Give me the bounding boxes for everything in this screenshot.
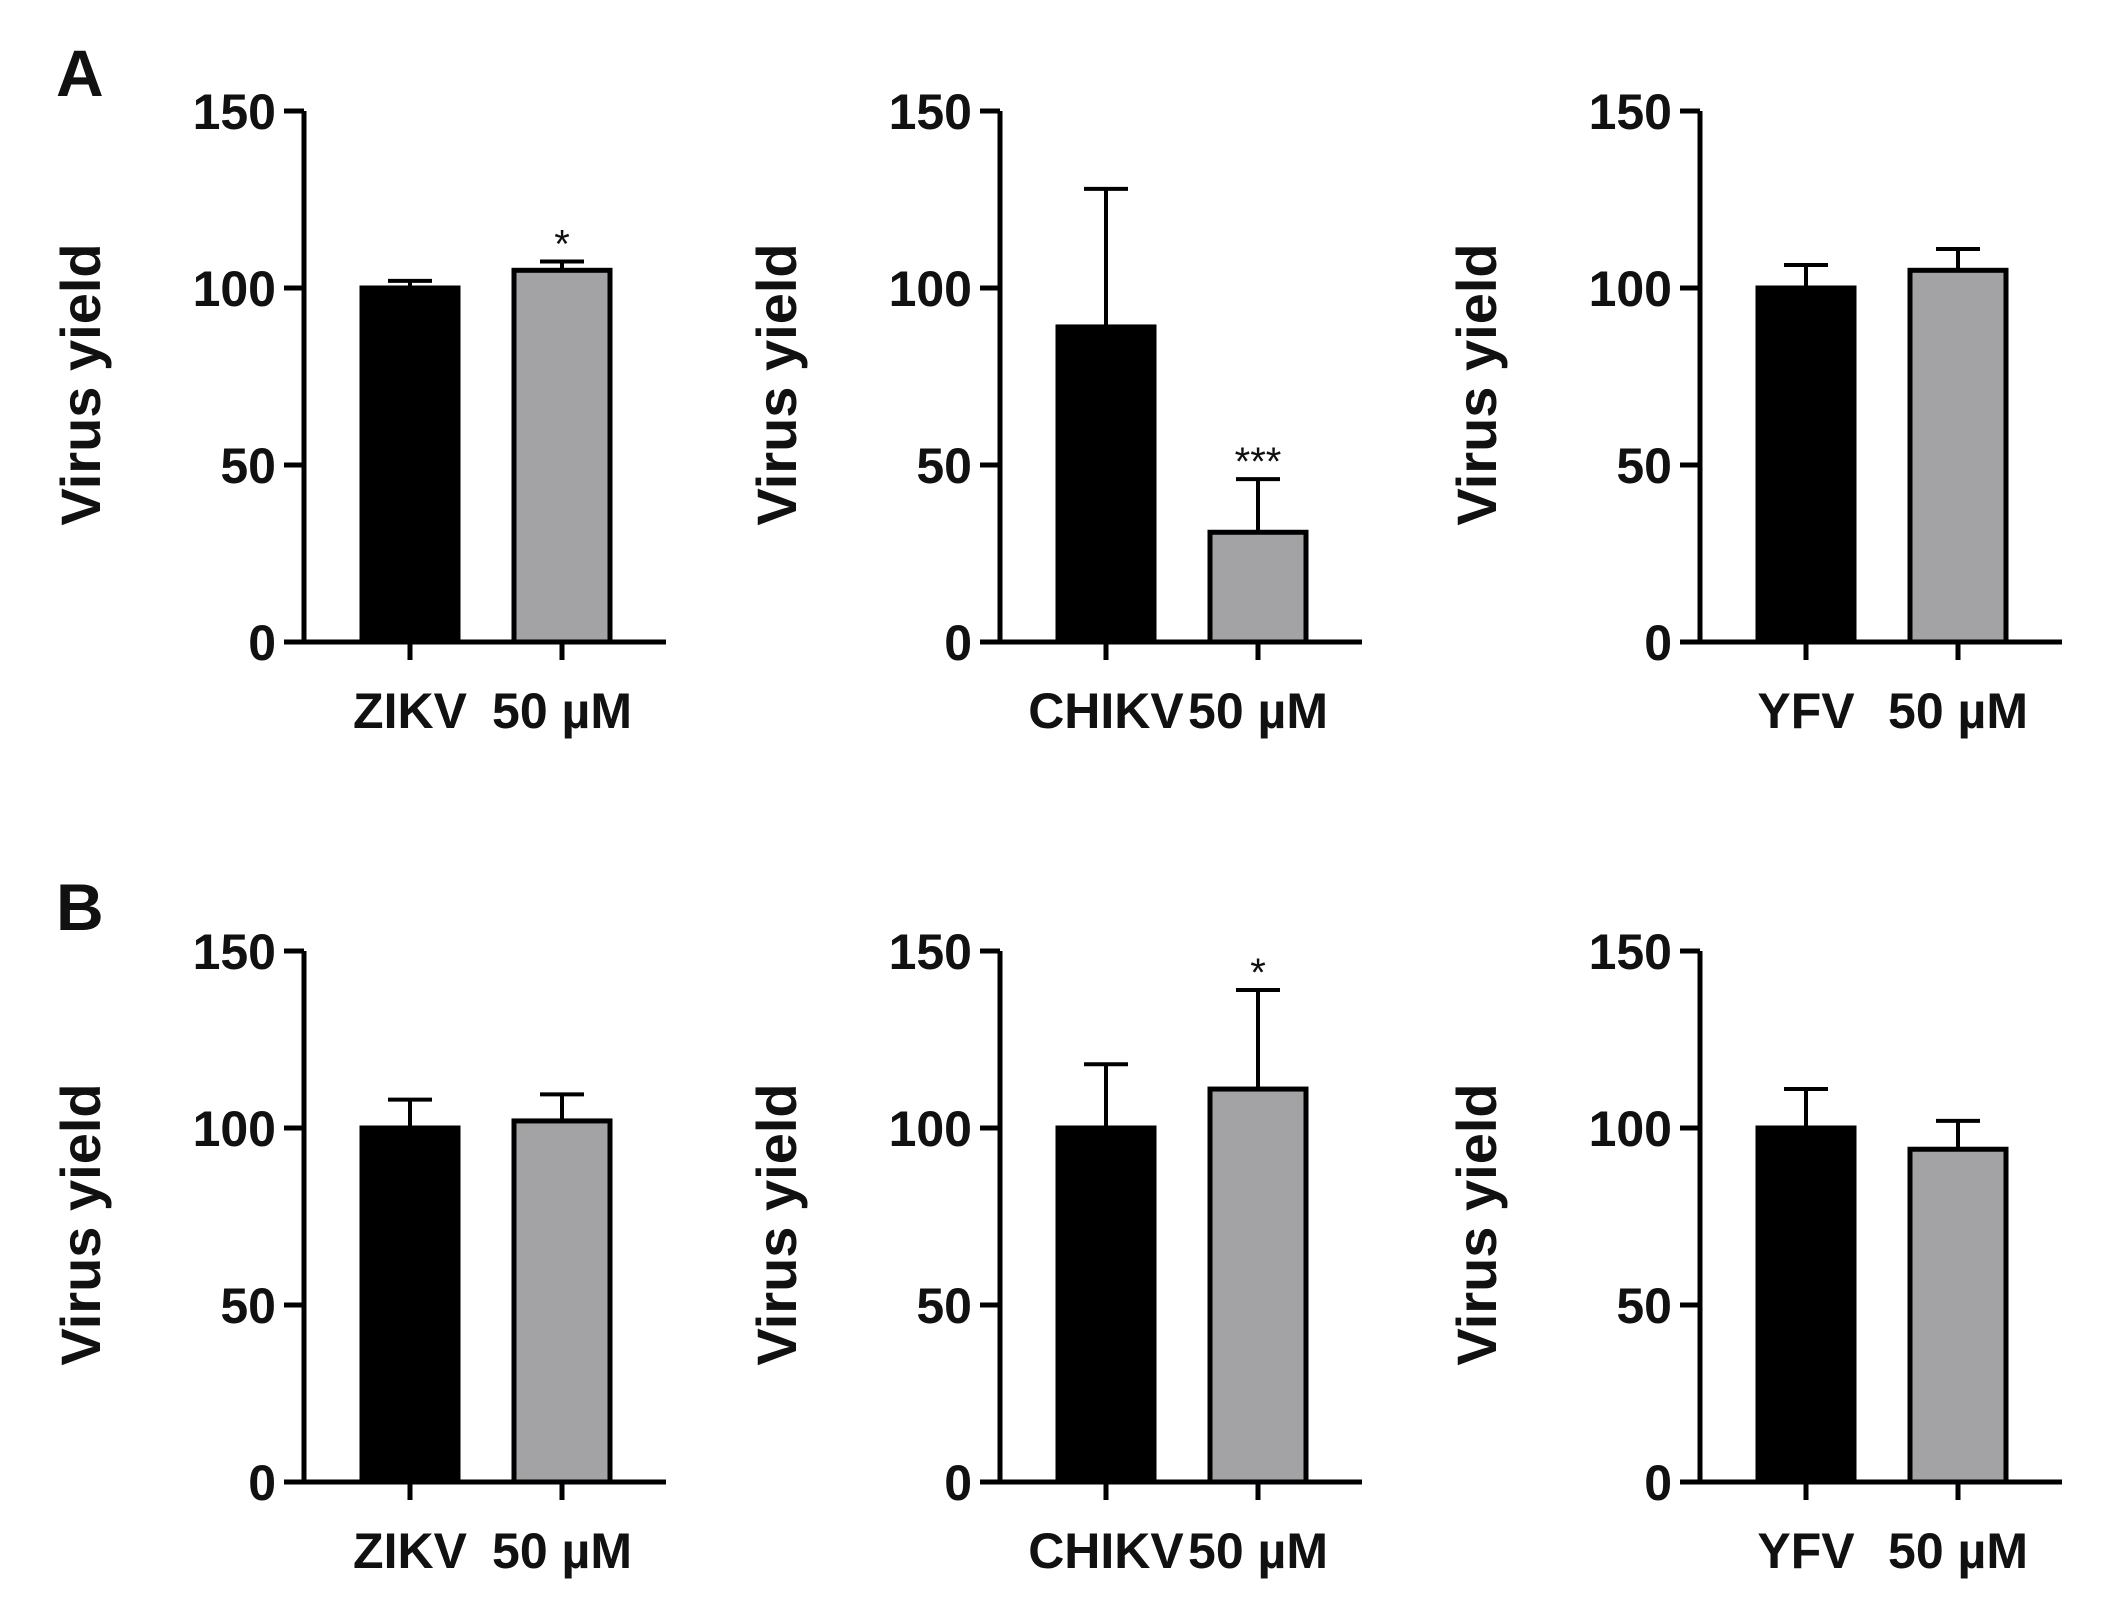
y-tick-label: 100: [1589, 1101, 1672, 1157]
y-axis-title: Virus yield: [1445, 1083, 1508, 1365]
category-label: ZIKV: [353, 1523, 468, 1579]
bar-treated: [1907, 1146, 2009, 1485]
y-tick-label: 0: [944, 615, 972, 671]
y-tick-label: 50: [916, 1278, 972, 1334]
y-tick-label: 100: [193, 1101, 276, 1157]
y-axis-title: Virus yield: [49, 243, 112, 525]
category-label: 50 µM: [492, 683, 632, 739]
category-label: 50 µM: [1888, 683, 2028, 739]
y-tick-label: 100: [889, 261, 972, 317]
bar-treated: [1907, 267, 2009, 645]
y-tick-label: 100: [889, 1101, 972, 1157]
y-tick-label: 0: [248, 615, 276, 671]
category-label: 50 µM: [1188, 683, 1328, 739]
category-label: CHIKV: [1028, 683, 1184, 739]
bar-control: [359, 285, 461, 645]
category-label: 50 µM: [492, 1523, 632, 1579]
bar-chart-zikv-a: Virus yield ZIKV * 50 µM 0 50 100 150: [49, 84, 666, 739]
y-axis-title: Virus yield: [49, 1083, 112, 1365]
y-tick-label: 150: [889, 84, 972, 140]
bar-control: [1055, 1125, 1157, 1485]
category-label: YFV: [1757, 1523, 1855, 1579]
y-tick-label: 50: [220, 438, 276, 494]
bar-control: [359, 1125, 461, 1485]
y-tick-label: 150: [1589, 84, 1672, 140]
bar-treated: [1207, 529, 1309, 645]
bar-chart-yfv-a: Virus yield YFV 50 µM 0 50 100 150: [1445, 84, 2062, 739]
bar-control: [1755, 285, 1857, 645]
bar-control: [1755, 1125, 1857, 1485]
category-label: 50 µM: [1888, 1523, 2028, 1579]
bar-treated: [511, 1118, 613, 1485]
bar-control: [1055, 324, 1157, 645]
y-tick-label: 0: [248, 1455, 276, 1511]
y-tick-label: 100: [193, 261, 276, 317]
y-tick-label: 50: [1616, 1278, 1672, 1334]
category-label: 50 µM: [1188, 1523, 1328, 1579]
category-label: YFV: [1757, 683, 1855, 739]
significance-marker: *: [1250, 951, 1266, 995]
y-tick-label: 150: [193, 84, 276, 140]
significance-marker: *: [554, 222, 570, 266]
y-tick-label: 150: [193, 924, 276, 980]
bar-chart-chikv-a: Virus yield CHIKV *** 50 µM 0 50 100 150: [745, 84, 1362, 739]
category-label: ZIKV: [353, 683, 468, 739]
y-axis-title: Virus yield: [1445, 243, 1508, 525]
y-axis-title: Virus yield: [745, 1083, 808, 1365]
bar-treated: [1207, 1086, 1309, 1485]
y-tick-label: 150: [889, 924, 972, 980]
significance-marker: ***: [1235, 440, 1282, 484]
y-axis-title: Virus yield: [745, 243, 808, 525]
bar-chart-yfv-b: Virus yield YFV 50 µM 0 50 100 150: [1445, 924, 2062, 1579]
bar-chart-chikv-b: Virus yield CHIKV * 50 µM 0 50 100 150: [745, 924, 1362, 1579]
bar-treated: [511, 267, 613, 645]
y-tick-label: 100: [1589, 261, 1672, 317]
y-tick-label: 50: [1616, 438, 1672, 494]
y-tick-label: 0: [1644, 615, 1672, 671]
y-tick-label: 50: [220, 1278, 276, 1334]
y-tick-label: 150: [1589, 924, 1672, 980]
panel-label-b: B: [56, 870, 104, 944]
bar-chart-zikv-b: Virus yield ZIKV 50 µM 0 50 100 150: [49, 924, 666, 1579]
y-tick-label: 0: [1644, 1455, 1672, 1511]
category-label: CHIKV: [1028, 1523, 1184, 1579]
y-tick-label: 0: [944, 1455, 972, 1511]
y-tick-label: 50: [916, 438, 972, 494]
panel-label-a: A: [56, 36, 104, 110]
